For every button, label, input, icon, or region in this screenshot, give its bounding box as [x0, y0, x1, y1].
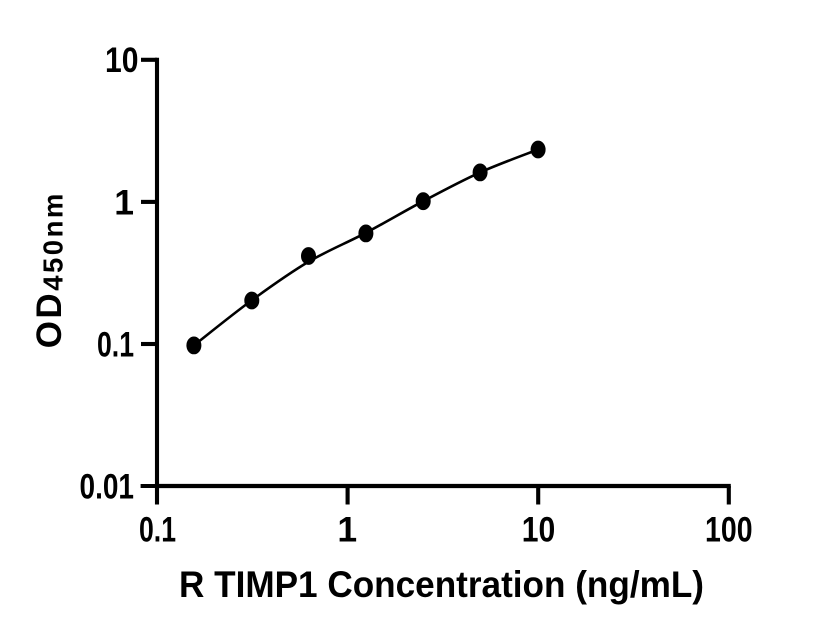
svg-text:10: 10 — [105, 40, 139, 80]
svg-text:0.1: 0.1 — [97, 324, 134, 364]
svg-text:1: 1 — [337, 510, 357, 550]
svg-text:1: 1 — [114, 182, 134, 222]
svg-text:0.1: 0.1 — [139, 510, 176, 550]
svg-text:OD450nm: OD450nm — [30, 191, 69, 348]
svg-text:R TIMP1 Concentration (ng/mL): R TIMP1 Concentration (ng/mL) — [179, 564, 704, 605]
svg-text:100: 100 — [705, 510, 753, 550]
svg-text:10: 10 — [522, 510, 556, 550]
svg-text:0.01: 0.01 — [80, 466, 135, 506]
